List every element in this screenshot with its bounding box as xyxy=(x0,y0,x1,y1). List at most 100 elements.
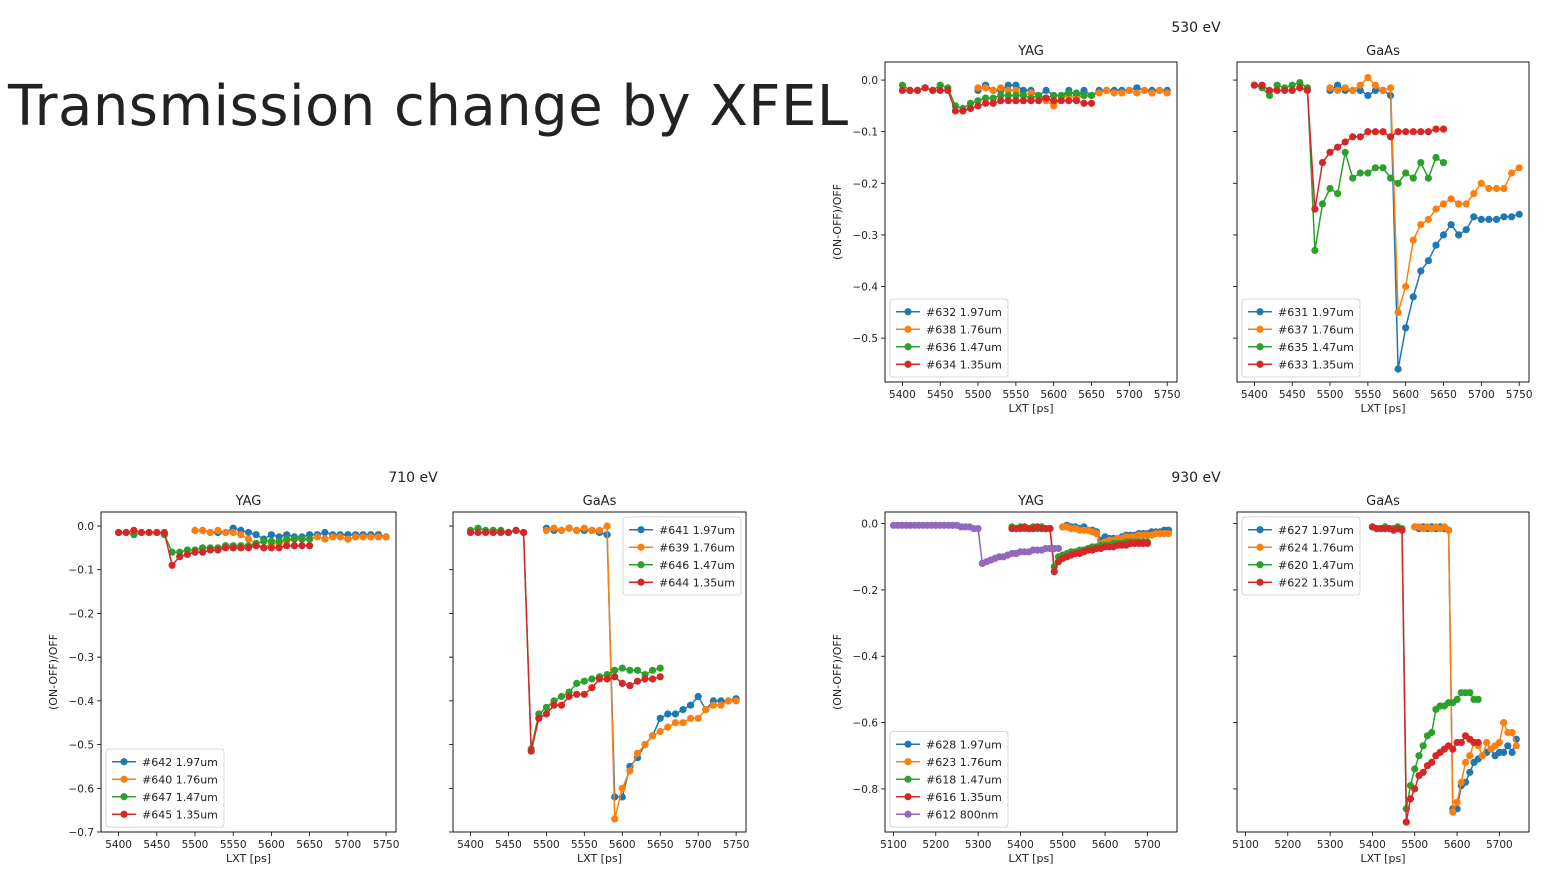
legend-marker xyxy=(120,810,128,818)
data-point xyxy=(290,542,298,550)
data-point xyxy=(130,526,138,535)
data-point xyxy=(974,84,982,92)
axes-frame xyxy=(1236,61,1530,383)
data-point xyxy=(1485,215,1493,223)
data-point xyxy=(573,679,581,688)
data-point xyxy=(974,102,982,110)
data-point xyxy=(1303,86,1311,94)
data-point xyxy=(1424,257,1432,265)
legend-label: #639 1.76um xyxy=(659,541,735,554)
data-point xyxy=(1019,86,1027,94)
data-point xyxy=(1483,738,1491,747)
data-point xyxy=(1019,97,1027,105)
y-tick-label: −0.5 xyxy=(69,740,95,752)
data-point xyxy=(1417,267,1425,275)
legend-marker xyxy=(120,758,128,766)
data-point xyxy=(306,542,314,550)
legend-label: #620 1.47um xyxy=(1278,559,1354,572)
y-tick-label: −0.8 xyxy=(853,784,879,796)
x-tick-label: 5400 xyxy=(1241,389,1268,401)
data-point xyxy=(1334,86,1342,94)
data-point xyxy=(535,714,543,722)
data-point xyxy=(1439,231,1448,239)
plot-area xyxy=(889,521,1173,576)
data-point xyxy=(1417,159,1425,167)
legend-marker xyxy=(904,793,912,801)
data-point xyxy=(1250,81,1258,89)
data-point xyxy=(1432,153,1440,162)
data-point xyxy=(550,701,558,709)
data-point xyxy=(1402,282,1410,291)
data-point xyxy=(1050,568,1058,576)
y-tick-label: 0.0 xyxy=(861,75,878,87)
x-tick-label: 5700 xyxy=(334,839,361,851)
legend-label: #641 1.97um xyxy=(659,524,735,537)
data-point xyxy=(504,528,512,537)
data-point xyxy=(1054,544,1063,553)
y-axis-label: (ON-OFF)/OFF xyxy=(831,184,844,260)
data-point xyxy=(649,675,657,683)
data-point xyxy=(313,533,321,541)
data-point xyxy=(1364,128,1372,136)
data-point xyxy=(1466,689,1474,697)
data-point xyxy=(1470,213,1478,221)
data-point xyxy=(618,784,626,792)
data-point xyxy=(1398,526,1406,534)
x-axis-label: LXT [ps] xyxy=(226,852,271,865)
data-point xyxy=(222,544,230,552)
axes-frame xyxy=(452,511,747,833)
data-point xyxy=(1087,99,1096,107)
data-point xyxy=(633,677,642,685)
data-point xyxy=(1265,86,1274,94)
data-point xyxy=(1125,86,1133,94)
data-point xyxy=(898,86,907,94)
plot-area xyxy=(115,524,390,569)
data-point xyxy=(1379,164,1387,172)
data-point xyxy=(550,524,558,532)
data-point xyxy=(137,528,146,537)
data-point xyxy=(1492,215,1501,223)
x-tick-label: 5300 xyxy=(965,839,992,851)
data-point xyxy=(1356,81,1364,89)
data-point xyxy=(1265,91,1274,100)
data-point xyxy=(260,537,268,545)
data-point xyxy=(1065,97,1073,105)
legend-frame xyxy=(105,748,225,828)
data-point xyxy=(588,675,596,683)
data-point xyxy=(306,535,314,543)
data-point xyxy=(1057,91,1065,100)
legend-label: #637 1.76um xyxy=(1278,323,1354,336)
data-point xyxy=(1140,86,1149,94)
data-point xyxy=(982,99,990,107)
data-point xyxy=(1012,86,1020,94)
data-point xyxy=(229,528,237,537)
plot-title: GaAs xyxy=(1366,44,1400,59)
data-point xyxy=(1087,91,1096,100)
x-tick-label: 5450 xyxy=(927,389,954,401)
data-point xyxy=(206,528,214,537)
data-point xyxy=(1027,89,1035,97)
data-point xyxy=(649,732,657,740)
data-point xyxy=(1371,128,1379,136)
data-point xyxy=(267,544,275,552)
data-point xyxy=(982,84,990,92)
legend-marker xyxy=(1256,561,1264,569)
x-tick-label: 5600 xyxy=(609,839,636,851)
data-point xyxy=(595,675,604,683)
y-tick-label: −0.5 xyxy=(853,333,879,345)
legend-label: #624 1.76um xyxy=(1278,541,1354,554)
data-point xyxy=(1371,81,1379,89)
data-point xyxy=(633,749,642,757)
data-point xyxy=(1273,81,1281,89)
legend-marker xyxy=(1256,360,1264,368)
data-point xyxy=(1072,97,1080,105)
x-tick-label: 5600 xyxy=(1092,839,1119,851)
data-point xyxy=(497,528,505,537)
data-point xyxy=(336,533,344,541)
y-tick-label: −0.2 xyxy=(69,608,95,620)
data-point xyxy=(1457,778,1465,786)
data-point xyxy=(1409,236,1417,244)
data-point xyxy=(633,666,642,674)
data-point xyxy=(482,528,490,537)
